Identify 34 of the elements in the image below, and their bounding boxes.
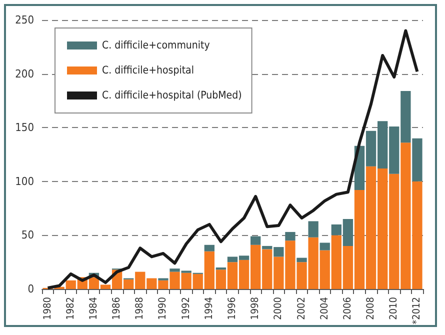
x-tick-label: 1998 (250, 296, 262, 320)
x-tick-label: 2000 (273, 296, 284, 320)
x-tick-label: 1986 (112, 296, 123, 320)
bar (285, 232, 296, 241)
legend-label: C. difficile+hospital (102, 64, 194, 76)
x-tick-label: 1982 (65, 297, 76, 320)
y-tick-label: 50 (21, 228, 34, 242)
bar (216, 267, 226, 270)
bar (204, 244, 214, 252)
bar (308, 221, 318, 238)
x-tick-label: 1988 (134, 296, 146, 320)
x-tick-label: 2004 (319, 296, 330, 320)
x-tick-label: 1994 (204, 296, 215, 320)
x-tick-label: 2006 (342, 296, 354, 320)
x-tick-label: 1990 (158, 296, 169, 320)
x-tick-label: 2002 (296, 297, 308, 320)
legend-label: C. difficile+community (102, 40, 210, 52)
x-tick-label: 1984 (88, 296, 100, 320)
x-tick-label: *2012 (412, 297, 423, 324)
x-tick-label: 1996 (227, 296, 238, 320)
y-tick-label: 100 (15, 174, 34, 188)
x-tick-label: 1980 (42, 296, 54, 320)
legend-label: C. difficile+hospital (PubMed) (102, 90, 242, 102)
y-tick-label: 200 (15, 67, 34, 80)
x-tick-label: 1992 (180, 297, 192, 320)
bar (320, 242, 330, 250)
line-series (46, 29, 419, 290)
y-tick-label: 250 (15, 14, 34, 26)
x-tick-label: 2008 (366, 296, 377, 320)
bar (250, 236, 261, 245)
y-tick-label: 150 (15, 121, 34, 134)
bar (296, 258, 307, 262)
x-tick-label: 2010 (388, 296, 400, 320)
y-tick-label: 0 (28, 282, 34, 296)
